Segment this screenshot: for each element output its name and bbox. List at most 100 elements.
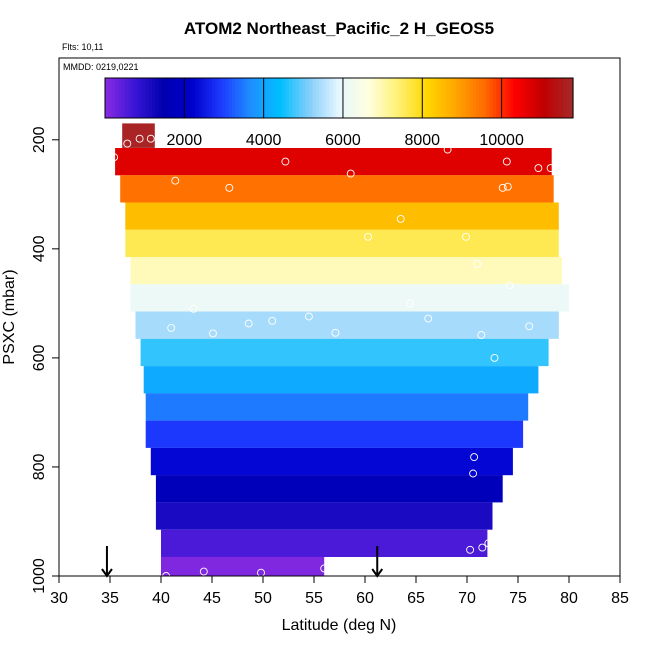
colorbar-segment	[469, 78, 474, 118]
colorbar-segment	[302, 78, 307, 118]
sample-point	[396, 214, 405, 223]
colorbar-segment	[135, 78, 140, 118]
colorbar-segment	[566, 78, 571, 118]
x-axis-label: Latitude (deg N)	[282, 617, 397, 634]
sample-point	[171, 176, 180, 185]
x-tick-label: 35	[101, 590, 119, 607]
x-tick-label: 30	[50, 590, 68, 607]
colorbar-segment	[198, 78, 203, 118]
sample-point	[473, 260, 482, 269]
x-tick-label: 70	[458, 590, 476, 607]
colorbar-tick-label: 6000	[325, 132, 361, 149]
sample-point	[534, 164, 543, 173]
colorbar-segment	[552, 78, 557, 118]
colorbar-segment	[275, 78, 280, 118]
colorbar-segment	[375, 78, 380, 118]
colorbar-segment	[332, 78, 337, 118]
sample-point	[443, 145, 452, 154]
sample-point	[331, 328, 340, 337]
sample-point	[546, 164, 555, 173]
colorbar-segment	[215, 78, 220, 118]
x-tick-label: 75	[509, 590, 527, 607]
colorbar-segment	[128, 78, 133, 118]
data-band-6	[130, 284, 569, 312]
colorbar-segment	[372, 78, 377, 118]
flights-label: Flts: 10,11	[62, 42, 103, 52]
colorbar-segment	[165, 78, 170, 118]
colorbar-segment	[108, 78, 113, 118]
colorbar-segment	[211, 78, 216, 118]
colorbar-segment	[322, 78, 327, 118]
colorbar-segment	[526, 78, 531, 118]
colorbar-segment	[191, 78, 196, 118]
plot-frame	[58, 57, 621, 577]
colorbar-segment	[175, 78, 180, 118]
sample-point	[490, 353, 499, 362]
colorbar-segment	[519, 78, 524, 118]
colorbar-segment	[479, 78, 484, 118]
sample-point	[462, 232, 470, 241]
colorbar-segment	[282, 78, 287, 118]
colorbar-segment	[395, 78, 400, 118]
data-band-1	[115, 148, 552, 176]
colorbar-segment	[415, 78, 420, 118]
colorbar-segment	[569, 78, 574, 118]
colorbar-segment	[449, 78, 454, 118]
colorbar-segment	[452, 78, 457, 118]
colorbar-segment	[315, 78, 320, 118]
colorbar-segment	[405, 78, 410, 118]
y-tick-label: 200	[31, 126, 48, 153]
sample-point	[478, 543, 487, 552]
sample-point	[146, 134, 155, 143]
colorbar-segment	[482, 78, 487, 118]
sample-point	[320, 564, 329, 573]
colorbar-segment	[435, 78, 440, 118]
colorbar-segment	[232, 78, 236, 118]
sample-point	[525, 322, 534, 331]
colorbar-segment	[342, 78, 347, 118]
colorbar-segment	[288, 78, 293, 118]
sample-point	[244, 319, 253, 328]
sample-point	[281, 157, 290, 166]
colorbar-segment	[298, 78, 303, 118]
sample-point	[502, 157, 511, 166]
colorbar-segment	[138, 78, 143, 118]
x-tick-label: 60	[356, 590, 374, 607]
colorbar-segment	[228, 78, 233, 118]
sample-point	[498, 183, 507, 192]
colorbar-segment	[255, 78, 260, 118]
data-band-10	[145, 393, 529, 421]
sample-point	[189, 304, 198, 313]
data-band-3	[125, 202, 559, 230]
sample-point	[505, 281, 514, 290]
colorbar-segment	[382, 78, 387, 118]
colorbar-segment	[355, 78, 360, 118]
colorbar-segment	[472, 78, 477, 118]
y-tick-label: 400	[31, 235, 48, 262]
colorbar-segment	[148, 78, 153, 118]
data-band-13	[155, 475, 503, 503]
sample-point	[346, 169, 355, 178]
colorbar-segment	[318, 78, 323, 118]
colorbar-segment	[339, 78, 343, 118]
colorbar-segment	[118, 78, 123, 118]
colorbar-segment	[536, 78, 541, 118]
colorbar-segment	[489, 78, 494, 118]
colorbar-segment	[188, 78, 193, 118]
data-band-12	[150, 447, 513, 476]
colorbar-segment	[272, 78, 277, 118]
colorbar-segment	[121, 78, 126, 118]
colorbar-segment	[145, 78, 150, 118]
colorbar-segment	[419, 78, 424, 118]
colorbar-segment	[158, 78, 163, 118]
colorbar-segment	[466, 78, 470, 118]
colorbar-segment	[522, 78, 527, 118]
sample-point	[405, 299, 414, 308]
colorbar-segment	[178, 78, 183, 118]
colorbar-segment	[305, 78, 310, 118]
y-tick-label: 800	[31, 454, 48, 481]
colorbar-segment	[385, 78, 390, 118]
colorbar-segment	[546, 78, 551, 118]
colorbar-segment	[115, 78, 119, 118]
